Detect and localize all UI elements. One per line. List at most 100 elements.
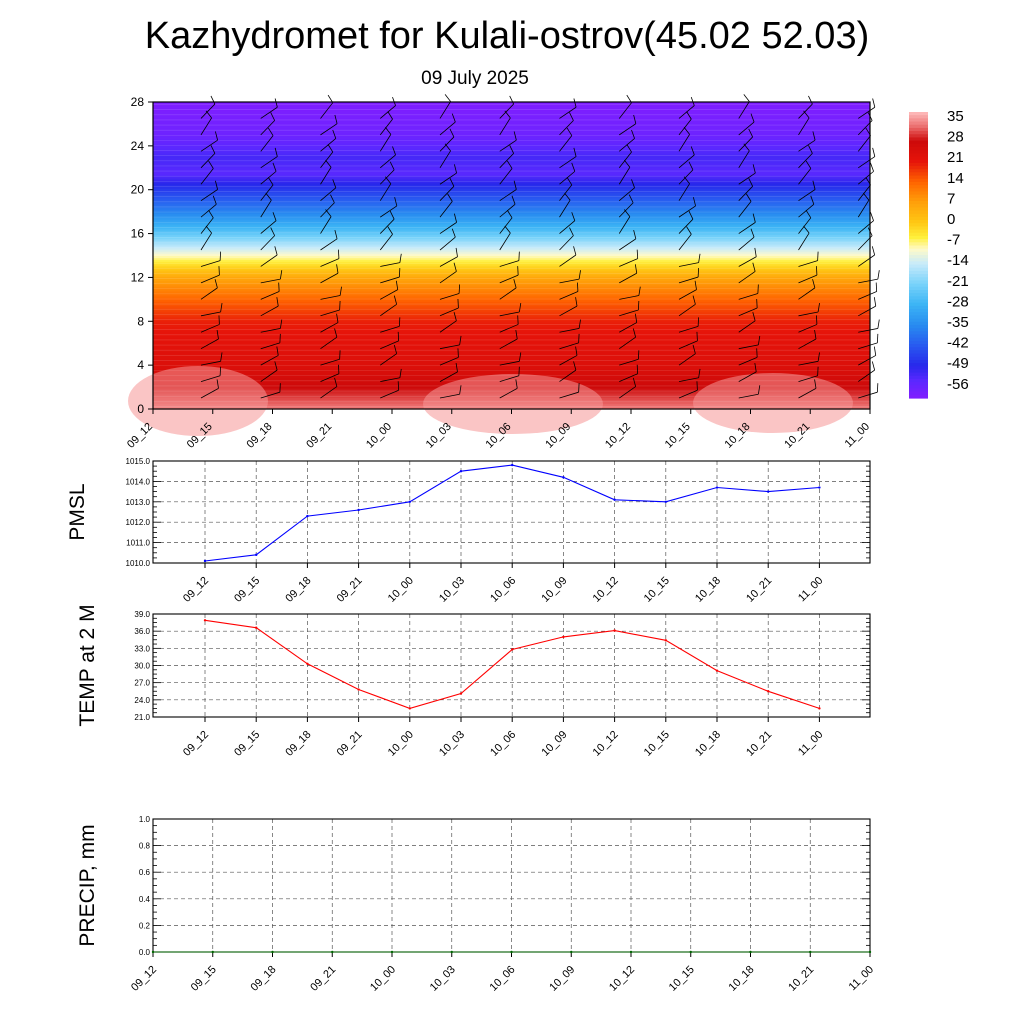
heatmap-ytick-label: 4 [137, 358, 144, 372]
precip-xtick-label: 10_21 [786, 964, 816, 994]
heatmap-ytick-label: 12 [131, 270, 145, 284]
heatmap-ytick-label: 28 [131, 95, 145, 109]
precip-xtick-label: 10_12 [607, 964, 637, 994]
colorbar-label: 28 [947, 129, 964, 146]
colorbar-label: -56 [947, 376, 969, 393]
pmsl-panel: 1010.01011.01012.01013.01014.01015.009_1… [66, 457, 870, 605]
temp-2m-ytick-label: 33.0 [134, 644, 150, 653]
colorbar-label: -35 [947, 314, 969, 331]
colorbar-label: 14 [947, 170, 964, 187]
pmsl-point [306, 515, 308, 517]
pmsl-ytick-label: 1011.0 [126, 539, 150, 548]
pmsl-ytick-label: 1015.0 [126, 457, 151, 466]
wind-barb-flag [874, 347, 875, 356]
pmsl-xtick-label: 10_00 [386, 575, 416, 605]
pmsl-ytick-label: 1013.0 [126, 498, 151, 507]
temp-2m-xtick-label: 10_09 [539, 729, 569, 759]
temp-2m-xtick-label: 10_12 [591, 729, 621, 759]
precip-ytick-label: 0.0 [139, 948, 151, 957]
temp-2m-point [613, 629, 615, 631]
pmsl-frame [153, 461, 870, 563]
pmsl-point [409, 501, 411, 503]
precip-xtick-label: 10_18 [727, 964, 757, 994]
precip-ylabel: PRECIP, mm [76, 824, 99, 946]
precip-ytick-label: 0.4 [139, 895, 151, 904]
colorbar-label: -28 [947, 293, 969, 310]
heatmap-xtick-label: 09_18 [245, 421, 275, 451]
colorbar-label: -42 [947, 335, 969, 352]
colorbar-label: 21 [947, 149, 964, 166]
heatmap-ytick-label: 24 [131, 139, 145, 153]
precip-xtick-label: 09_12 [129, 964, 159, 994]
pmsl-xtick-label: 11_00 [796, 575, 826, 605]
temp-2m-point [255, 627, 257, 629]
pmsl-xtick-label: 10_15 [642, 575, 672, 605]
wind-barb-flag [874, 297, 875, 306]
precip-xtick-label: 09_15 [189, 964, 219, 994]
temp-2m-ytick-label: 24.0 [134, 696, 150, 705]
wind-barb-flag [872, 361, 874, 370]
temp-2m-xtick-label: 11_00 [796, 729, 826, 759]
pmsl-point [818, 486, 820, 488]
precip-xtick-label: 10_09 [547, 964, 577, 994]
temp-2m-ytick-label: 21.0 [134, 713, 150, 722]
pmsl-xtick-label: 09_15 [232, 575, 262, 605]
temp-2m-xtick-label: 10_18 [693, 729, 723, 759]
temp-2m-point [204, 619, 206, 621]
precip-ytick-label: 0.8 [139, 842, 151, 851]
heatmap-ytick-label: 0 [137, 402, 144, 416]
precip-point [451, 951, 453, 953]
temp-2m-ytick-label: 39.0 [134, 610, 150, 619]
wind-barb-flag [878, 270, 879, 279]
temp-2m-xtick-label: 09_12 [181, 729, 211, 759]
pmsl-xtick-label: 10_09 [539, 575, 569, 605]
precip-point [391, 951, 393, 953]
colorbar-label: -21 [947, 273, 969, 290]
pmsl-xtick-label: 09_21 [335, 575, 365, 605]
pmsl-xtick-label: 10_21 [744, 575, 774, 605]
temp-2m-ytick-label: 36.0 [134, 627, 150, 636]
precip-point [510, 951, 512, 953]
temp-2m-point [511, 648, 513, 650]
heatmap-warm-patch [693, 373, 853, 433]
precip-ytick-label: 1.0 [139, 815, 151, 824]
wind-barb-flag [870, 163, 873, 171]
temp-2m-point [306, 663, 308, 665]
chart-title: Kazhydromet for Kulali-ostrov(45.02 52.0… [145, 15, 869, 57]
precip-point [570, 951, 572, 953]
heatmap-xtick-label: 09_12 [125, 421, 155, 451]
precip-xtick-label: 11_00 [847, 964, 877, 994]
pmsl-xtick-label: 10_06 [488, 575, 518, 605]
precip-point [690, 951, 692, 953]
precip-xtick-label: 10_03 [428, 964, 458, 994]
precip-point [809, 951, 811, 953]
temp-2m-xtick-label: 09_15 [232, 729, 262, 759]
wind-barb-flag [878, 320, 879, 329]
precip-xtick-label: 09_18 [249, 964, 279, 994]
pmsl-point [767, 490, 769, 492]
pmsl-point [665, 501, 667, 503]
heatmap-xtick-label: 10_03 [424, 421, 454, 451]
temp-2m-xtick-label: 09_18 [283, 729, 313, 759]
pmsl-xtick-label: 10_03 [437, 575, 467, 605]
pmsl-point [460, 470, 462, 472]
pmsl-xtick-label: 10_18 [693, 575, 723, 605]
temp-2m-ylabel: TEMP at 2 M [76, 604, 99, 726]
temp-2m-xtick-label: 10_00 [386, 729, 416, 759]
precip-point [331, 951, 333, 953]
temp-2m-xtick-label: 09_21 [335, 729, 365, 759]
pmsl-ylabel: PMSL [66, 483, 89, 540]
pmsl-point [357, 509, 359, 511]
precip-xtick-label: 10_06 [488, 964, 518, 994]
heatmap-ytick-label: 8 [137, 314, 144, 328]
temperature-height-heatmap [128, 102, 870, 436]
temp-2m-xtick-label: 10_06 [488, 729, 518, 759]
heatmap-xtick-label: 10_12 [603, 421, 633, 451]
chart-subtitle: 09 July 2025 [421, 68, 529, 89]
heatmap-xtick-label: 11_00 [843, 421, 873, 451]
pmsl-point [511, 464, 513, 466]
temp-2m-point [562, 636, 564, 638]
temp-2m-point [460, 692, 462, 694]
